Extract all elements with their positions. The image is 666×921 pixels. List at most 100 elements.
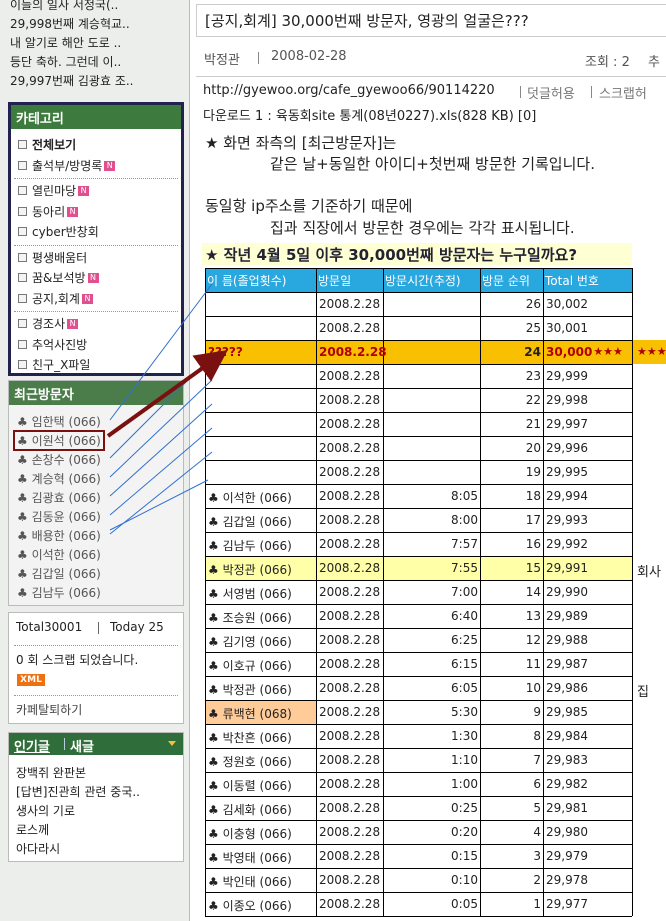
- separator: [258, 52, 259, 64]
- table-cell: 2008.2.28: [319, 297, 381, 311]
- table-cell: 2008.2.28: [319, 369, 381, 383]
- category-link[interactable]: 열린마당: [32, 184, 77, 198]
- recent-post-link[interactable]: 29,997번째 김광효 조..: [10, 74, 134, 88]
- table-cell: 17: [525, 513, 541, 527]
- category-icon: [18, 293, 27, 303]
- table-cell: 2008.2.28: [319, 801, 381, 815]
- category-link[interactable]: 출석부/방명록: [32, 158, 103, 173]
- category-icon: [18, 206, 27, 216]
- table-cell: 9: [533, 705, 541, 719]
- table-rule: [205, 316, 632, 317]
- table-rule: [205, 748, 632, 749]
- category-link[interactable]: 친구_X파일: [32, 358, 91, 372]
- category-link[interactable]: 공지,회계: [32, 291, 80, 306]
- category-icon: [18, 273, 27, 282]
- popular-link[interactable]: 로스께: [16, 823, 50, 837]
- visitor-link[interactable]: ♣ 김광효 (066): [17, 491, 101, 505]
- category-link[interactable]: 꿈&보석방: [32, 271, 86, 285]
- question-bg: [202, 243, 632, 265]
- table-cell: 2008.2.28: [319, 441, 381, 455]
- body-text: 동일항 ip주소를 기준하기 때문에: [205, 197, 413, 215]
- table-cell: ♣ 김기영 (066): [208, 635, 292, 649]
- question: ★ 작년 4월 5일 이후 30,000번째 방문자는 누구일까요?: [205, 246, 578, 264]
- new-badge: N: [78, 186, 90, 196]
- body-text: 같은 날+동일한 아이디+첫번째 방문한 기록입니다.: [270, 155, 595, 173]
- category-link[interactable]: 동아리: [32, 204, 66, 219]
- table-cell: 29,996: [546, 441, 588, 455]
- table-header: Total 번호: [545, 274, 599, 288]
- popular-tab[interactable]: 인기글: [14, 740, 50, 755]
- leave-link[interactable]: 카페탈퇴하기: [16, 703, 83, 717]
- table-cell: 2: [533, 873, 541, 887]
- category-link[interactable]: 전체보기: [32, 138, 77, 152]
- divider: [14, 244, 178, 246]
- separator: [591, 86, 592, 98]
- popular-link[interactable]: 아다라시: [16, 842, 61, 856]
- table-cell: 29,992: [546, 537, 588, 551]
- scrap-link[interactable]: 스크랩허: [599, 87, 647, 102]
- visitor-link[interactable]: ♣ 김갑일 (066): [17, 567, 101, 581]
- table-rule: [383, 268, 384, 916]
- visitor-link[interactable]: ♣ 이원석 (066): [13, 430, 105, 451]
- visitor-link[interactable]: ♣ 김남두 (066): [17, 586, 101, 600]
- table-cell: 8:00: [451, 513, 478, 527]
- recent-post-link[interactable]: 등단 축하. 그런데 이..: [10, 55, 122, 69]
- divider: [196, 76, 666, 77]
- side-note: ★★★: [637, 345, 666, 358]
- new-tab[interactable]: 새글: [70, 740, 94, 755]
- table-cell: 6: [533, 777, 541, 791]
- recent-post-link[interactable]: 내 알기로 해안 도로 ..: [10, 36, 122, 50]
- table-cell: 2008.2.28: [319, 897, 381, 911]
- visitor-link[interactable]: ♣ 손창수 (066): [17, 453, 101, 467]
- recent-post-link[interactable]: 29,998번째 계승혁교..: [10, 17, 130, 31]
- table-header: 방문일: [318, 274, 352, 288]
- visitor-link[interactable]: ♣ 임한택 (066): [17, 415, 101, 429]
- table-cell: 24: [524, 345, 541, 359]
- visitor-link[interactable]: ♣ 이석한 (066): [17, 548, 101, 562]
- table-rule: [205, 556, 632, 557]
- recent-post-link[interactable]: 이들의 일사 서정국(..: [10, 0, 119, 12]
- table-cell: ♣ 박영태 (066): [208, 851, 292, 865]
- divider: [14, 178, 178, 179]
- table-cell: ♣ 김세화 (066): [208, 803, 292, 817]
- table-cell: 22: [525, 393, 541, 407]
- table-cell: 6:15: [451, 657, 478, 671]
- table-rule: [205, 868, 632, 869]
- table-cell: 29,999: [546, 369, 588, 383]
- visitor-link[interactable]: ♣ 계승혁 (066): [17, 472, 101, 486]
- table-cell: 29,982: [546, 777, 588, 791]
- category-icon: [18, 227, 27, 236]
- divider: [14, 311, 178, 312]
- table-cell: ♣ 김갑일 (066): [208, 515, 292, 529]
- table-cell: 12: [525, 633, 541, 647]
- table-cell: 21: [525, 417, 541, 431]
- table-cell: 2008.2.28: [319, 561, 381, 575]
- popular-link[interactable]: 생사의 기로: [16, 804, 76, 818]
- visitor-link[interactable]: ♣ 배용한 (066): [17, 529, 101, 543]
- table-cell: 5:30: [451, 705, 478, 719]
- table-cell: 29,990: [546, 585, 588, 599]
- reply-link[interactable]: 덧글허용: [527, 87, 575, 102]
- body-text: ★ 화면 좌측의 [최근방문자]는: [205, 134, 397, 152]
- download-link[interactable]: 다운로드 1 : 육동회site 통계(08년0227).xls(828 KB)…: [203, 109, 537, 124]
- tab-arrow: [168, 741, 176, 746]
- visitor-link[interactable]: ♣ 김동윤 (066): [17, 510, 101, 524]
- article-url[interactable]: http://gyewoo.org/cafe_gyewoo66/90114220: [203, 83, 495, 98]
- category-link[interactable]: 평생배움터: [32, 250, 88, 265]
- separator: [520, 86, 521, 98]
- table-rule: [205, 580, 632, 581]
- table-cell: 29,987: [546, 657, 588, 671]
- table-cell: 29,977: [546, 897, 588, 911]
- table-cell: ♣ 박정관 (066): [208, 563, 292, 577]
- popular-link[interactable]: 장백쥐 완판본: [16, 766, 87, 780]
- table-cell: 2008.2.28: [319, 513, 381, 527]
- table-cell: ♣ 박인태 (066): [208, 875, 292, 889]
- table-cell: 2008.2.28: [319, 753, 381, 767]
- category-icon: [18, 160, 27, 170]
- table-cell: 29,997: [546, 417, 588, 431]
- category-link[interactable]: 경조사: [32, 317, 66, 331]
- category-link[interactable]: 추억사진방: [32, 337, 88, 352]
- table-rule: [205, 604, 632, 605]
- popular-link[interactable]: [답변]진관희 관련 중국..: [16, 785, 140, 799]
- category-link[interactable]: cyber반창회: [32, 225, 99, 239]
